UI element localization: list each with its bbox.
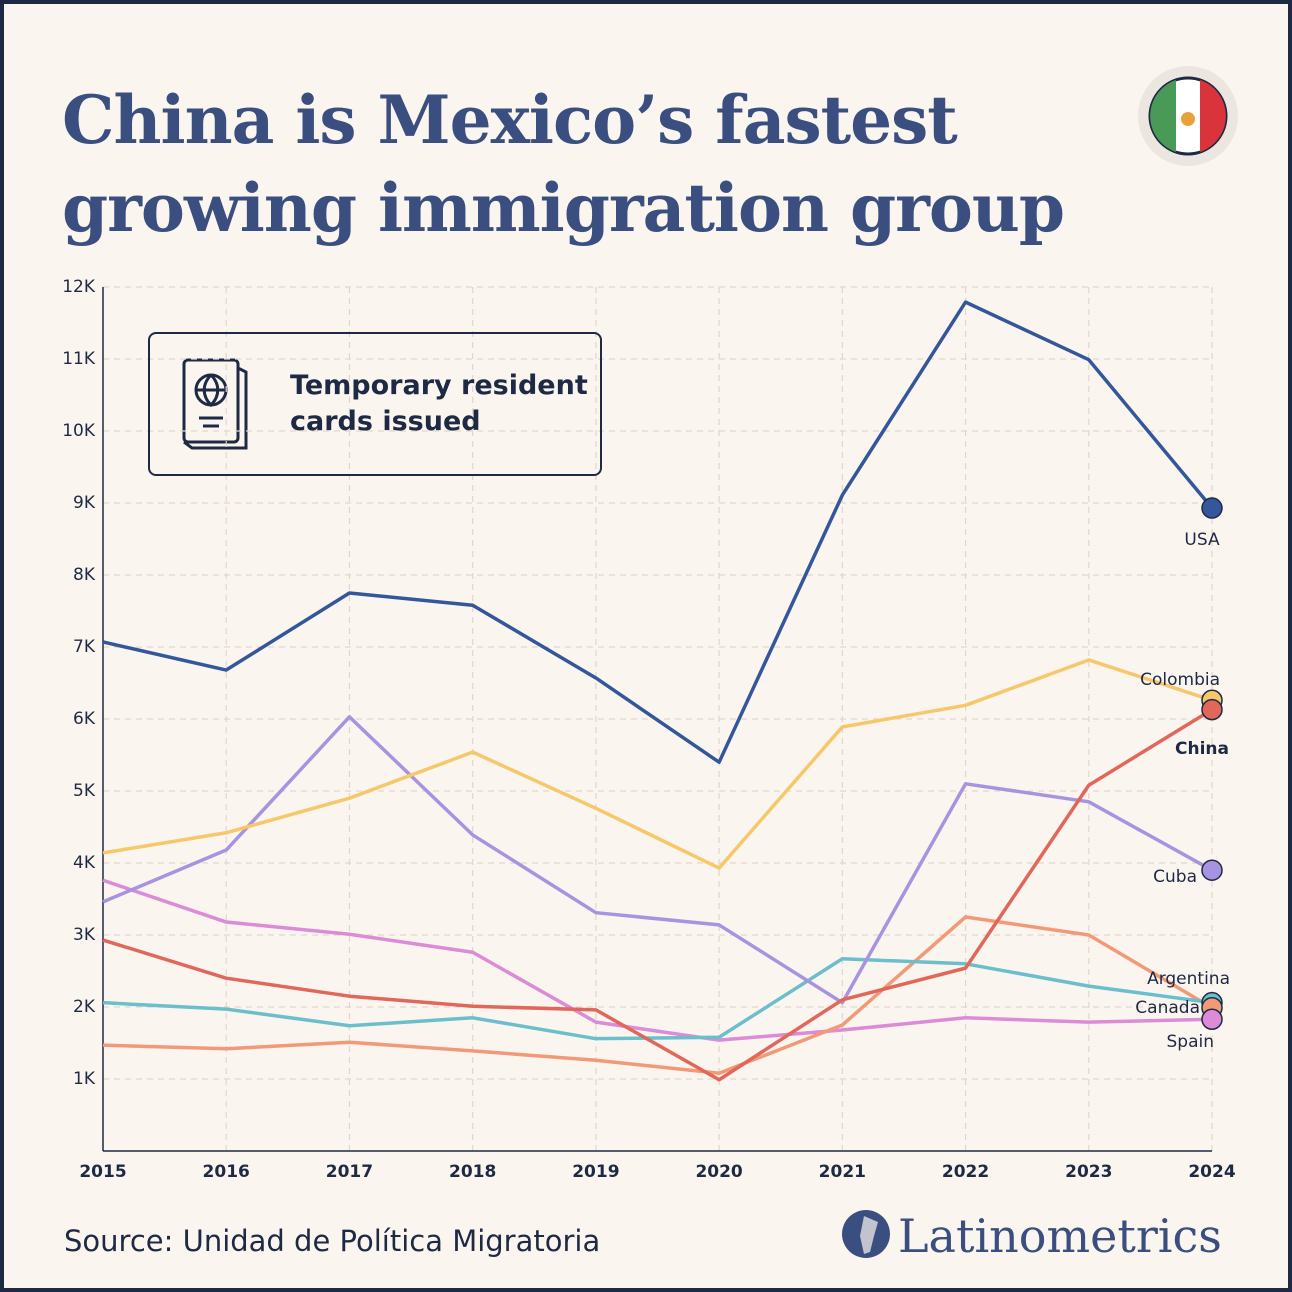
x-tick-label: 2018 (449, 1162, 496, 1182)
source: Source: Unidad de Política Migratoria (64, 1224, 601, 1258)
y-tick-label: 3K (73, 925, 96, 945)
y-tick-label: 4K (73, 853, 96, 873)
y-tick-label: 8K (73, 565, 96, 585)
y-tick-label: 2K (73, 997, 96, 1017)
series-line (102, 957, 1213, 1041)
brand-logo (842, 1210, 890, 1258)
y-tick-label: 7K (73, 637, 96, 657)
series-line (102, 915, 1213, 1075)
series-label: Argentina (1147, 969, 1230, 989)
series-line (102, 708, 1213, 1082)
y-tick-label: 11K (62, 349, 96, 369)
end-marker (1201, 1008, 1223, 1030)
annotation: Temporary resident cards issued (290, 370, 588, 437)
series-label: Colombia (1140, 670, 1220, 690)
end-marker (1201, 859, 1223, 881)
chart-title: China is Mexico’s fastest growing immigr… (62, 81, 1065, 247)
series-line (102, 300, 1214, 764)
y-tick-label: 6K (73, 709, 96, 729)
end-marker (1201, 497, 1223, 519)
series-line (102, 715, 1213, 1005)
y-tick-label: 9K (73, 493, 96, 513)
x-tick-label: 2017 (326, 1162, 373, 1182)
brand: Latinometrics (898, 1209, 1222, 1263)
series-label: Canada (1135, 998, 1200, 1018)
series-label: Cuba (1153, 867, 1197, 887)
y-tick-label: 1K (73, 1069, 96, 1089)
series-label: China (1175, 739, 1229, 759)
series-line (102, 658, 1213, 870)
series-label: USA (1184, 530, 1220, 550)
end-marker (1201, 698, 1223, 721)
series-label: Spain (1167, 1032, 1215, 1052)
y-tick-label: 12K (62, 277, 96, 297)
chart: 1K 2K 3K 4K 5K 6K 7K 8K 9K 10K 11K 12K 2015 2016 2017 2… (62, 66, 1238, 1258)
x-tick-label: 2016 (203, 1162, 250, 1182)
y-tick-label: 5K (73, 781, 96, 801)
x-tick-label: 2023 (1065, 1162, 1112, 1182)
series-line (102, 878, 1213, 1042)
x-tick-label: 2022 (942, 1162, 989, 1182)
x-tick-label: 2021 (819, 1162, 866, 1182)
y-tick-label: 10K (62, 421, 96, 441)
mexico-flag (1138, 66, 1238, 166)
annotation-box: Temporary resident cards issued (148, 332, 602, 476)
x-tick-label: 2019 (572, 1162, 619, 1182)
x-tick-label: 2015 (79, 1162, 126, 1182)
x-tick-label: 2020 (695, 1162, 742, 1182)
x-tick-label: 2024 (1188, 1162, 1235, 1182)
